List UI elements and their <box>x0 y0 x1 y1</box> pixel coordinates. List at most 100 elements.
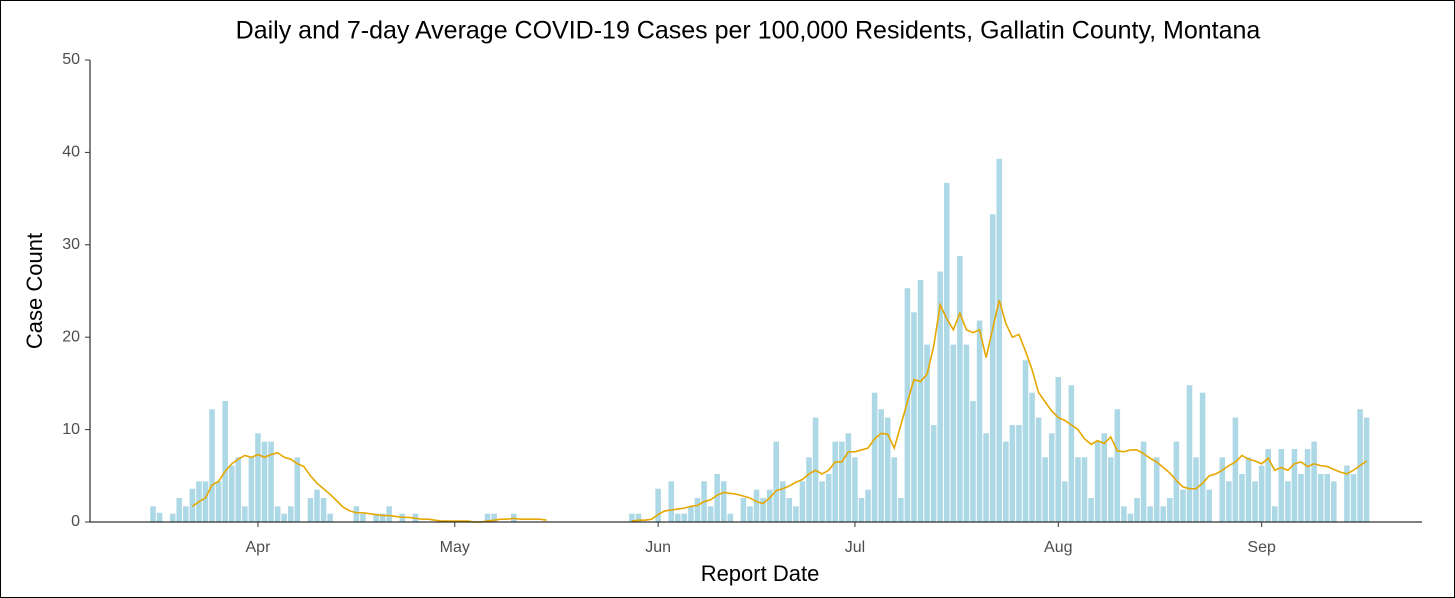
bar <box>1180 489 1186 522</box>
bar <box>714 473 720 522</box>
bar <box>1193 457 1199 522</box>
bar <box>353 506 360 522</box>
bar <box>1016 424 1022 522</box>
y-tick-label: 40 <box>62 144 80 161</box>
bar <box>1278 449 1285 522</box>
bar <box>320 497 327 522</box>
bar <box>930 424 937 522</box>
bar <box>1094 441 1101 522</box>
bar <box>878 409 884 522</box>
x-tick-label: Aug <box>1044 539 1072 556</box>
bar <box>1048 433 1055 522</box>
bar <box>799 481 806 522</box>
bar <box>294 457 301 522</box>
bar <box>360 513 366 522</box>
y-tick-label: 20 <box>62 328 80 345</box>
bar <box>858 497 865 522</box>
bar <box>222 400 228 522</box>
bar <box>1298 473 1304 522</box>
bar <box>176 497 183 522</box>
bar <box>1232 417 1239 522</box>
bar <box>720 481 727 522</box>
x-axis-title: Report Date <box>701 561 820 586</box>
avg-line <box>191 300 1368 523</box>
bar <box>261 441 268 522</box>
bar <box>1153 457 1160 522</box>
bar <box>1055 376 1062 522</box>
bar <box>753 489 760 522</box>
bar <box>1258 465 1265 522</box>
bar <box>255 433 261 522</box>
bar <box>707 506 714 522</box>
bar <box>917 279 924 522</box>
bar <box>1363 417 1370 522</box>
bar <box>688 506 694 522</box>
bar <box>373 513 379 522</box>
bar <box>806 457 812 522</box>
bar <box>898 497 904 522</box>
bar <box>904 288 911 522</box>
bar <box>1252 481 1258 522</box>
bar <box>1167 497 1173 522</box>
bar <box>871 392 878 522</box>
bar <box>1199 392 1206 522</box>
bar <box>675 513 681 522</box>
bar <box>760 497 766 522</box>
bar <box>1186 385 1193 522</box>
bar <box>1147 506 1153 522</box>
bar <box>1160 506 1167 522</box>
bar <box>156 512 163 522</box>
bar <box>1127 513 1134 522</box>
bar <box>655 488 661 522</box>
bar <box>845 433 852 522</box>
bar <box>386 506 392 522</box>
bar <box>1101 433 1107 522</box>
bar <box>891 457 898 522</box>
bar <box>491 513 497 522</box>
y-tick-label: 50 <box>62 51 80 68</box>
bar <box>228 465 235 522</box>
bar <box>1219 457 1226 522</box>
bar <box>996 158 1003 523</box>
bar <box>937 271 943 522</box>
bar <box>924 344 930 522</box>
bar <box>1265 449 1271 522</box>
bar <box>1331 481 1337 522</box>
bar <box>911 312 917 522</box>
bar <box>970 400 976 522</box>
bar <box>1107 457 1114 522</box>
bar <box>976 320 983 522</box>
bar <box>1081 457 1088 522</box>
bar <box>1239 473 1245 522</box>
bar <box>281 513 287 522</box>
bar <box>307 497 314 522</box>
bar <box>1317 473 1324 522</box>
bar <box>832 441 839 522</box>
bar <box>268 441 274 522</box>
bar <box>1075 457 1081 522</box>
x-tick-label: May <box>440 539 470 556</box>
bar <box>1344 465 1350 522</box>
bar <box>209 409 215 522</box>
y-tick-label: 10 <box>62 421 80 438</box>
bar <box>950 344 957 522</box>
x-tick-label: Jul <box>845 539 865 556</box>
bar <box>1068 385 1075 522</box>
y-axis-title: Case Count <box>22 233 47 349</box>
bar <box>1324 473 1331 522</box>
bar <box>183 506 189 522</box>
bar <box>1226 481 1232 522</box>
bar <box>681 513 688 522</box>
bar <box>989 214 996 523</box>
bar <box>150 506 156 522</box>
bar <box>235 457 242 522</box>
bar <box>884 417 891 522</box>
bar <box>668 481 675 522</box>
bar <box>793 506 799 522</box>
bar <box>327 513 333 522</box>
bar <box>943 182 950 522</box>
bar <box>819 481 825 522</box>
chart-title: Daily and 7-day Average COVID-19 Cases p… <box>236 17 1261 45</box>
